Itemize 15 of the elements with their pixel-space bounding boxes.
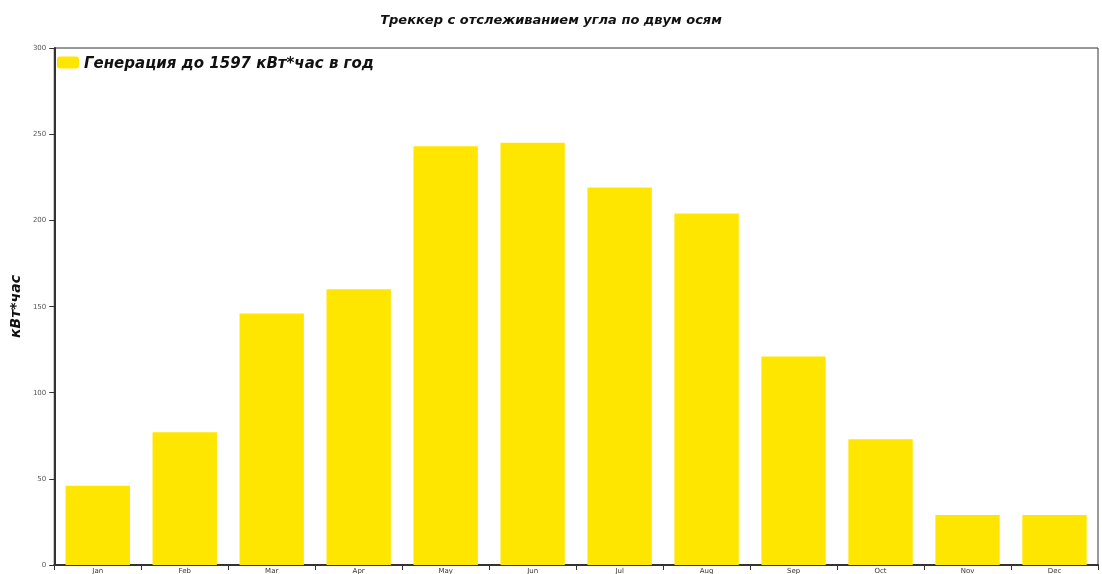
bar bbox=[587, 187, 652, 565]
bar bbox=[500, 142, 565, 565]
bar bbox=[152, 432, 217, 565]
bar bbox=[935, 515, 1000, 565]
bar bbox=[1022, 515, 1087, 565]
bar bbox=[239, 313, 304, 565]
legend-label: Генерация до 1597 кВт*час в год bbox=[84, 53, 374, 72]
y-axis-title: кВт*час bbox=[7, 274, 23, 338]
bar bbox=[413, 146, 478, 565]
bar bbox=[761, 356, 826, 565]
bar bbox=[65, 485, 130, 565]
chart-title: Треккер с отслеживанием угла по двум осям bbox=[380, 12, 723, 27]
bar bbox=[848, 439, 913, 565]
bar bbox=[326, 289, 391, 565]
bar bbox=[674, 213, 739, 565]
